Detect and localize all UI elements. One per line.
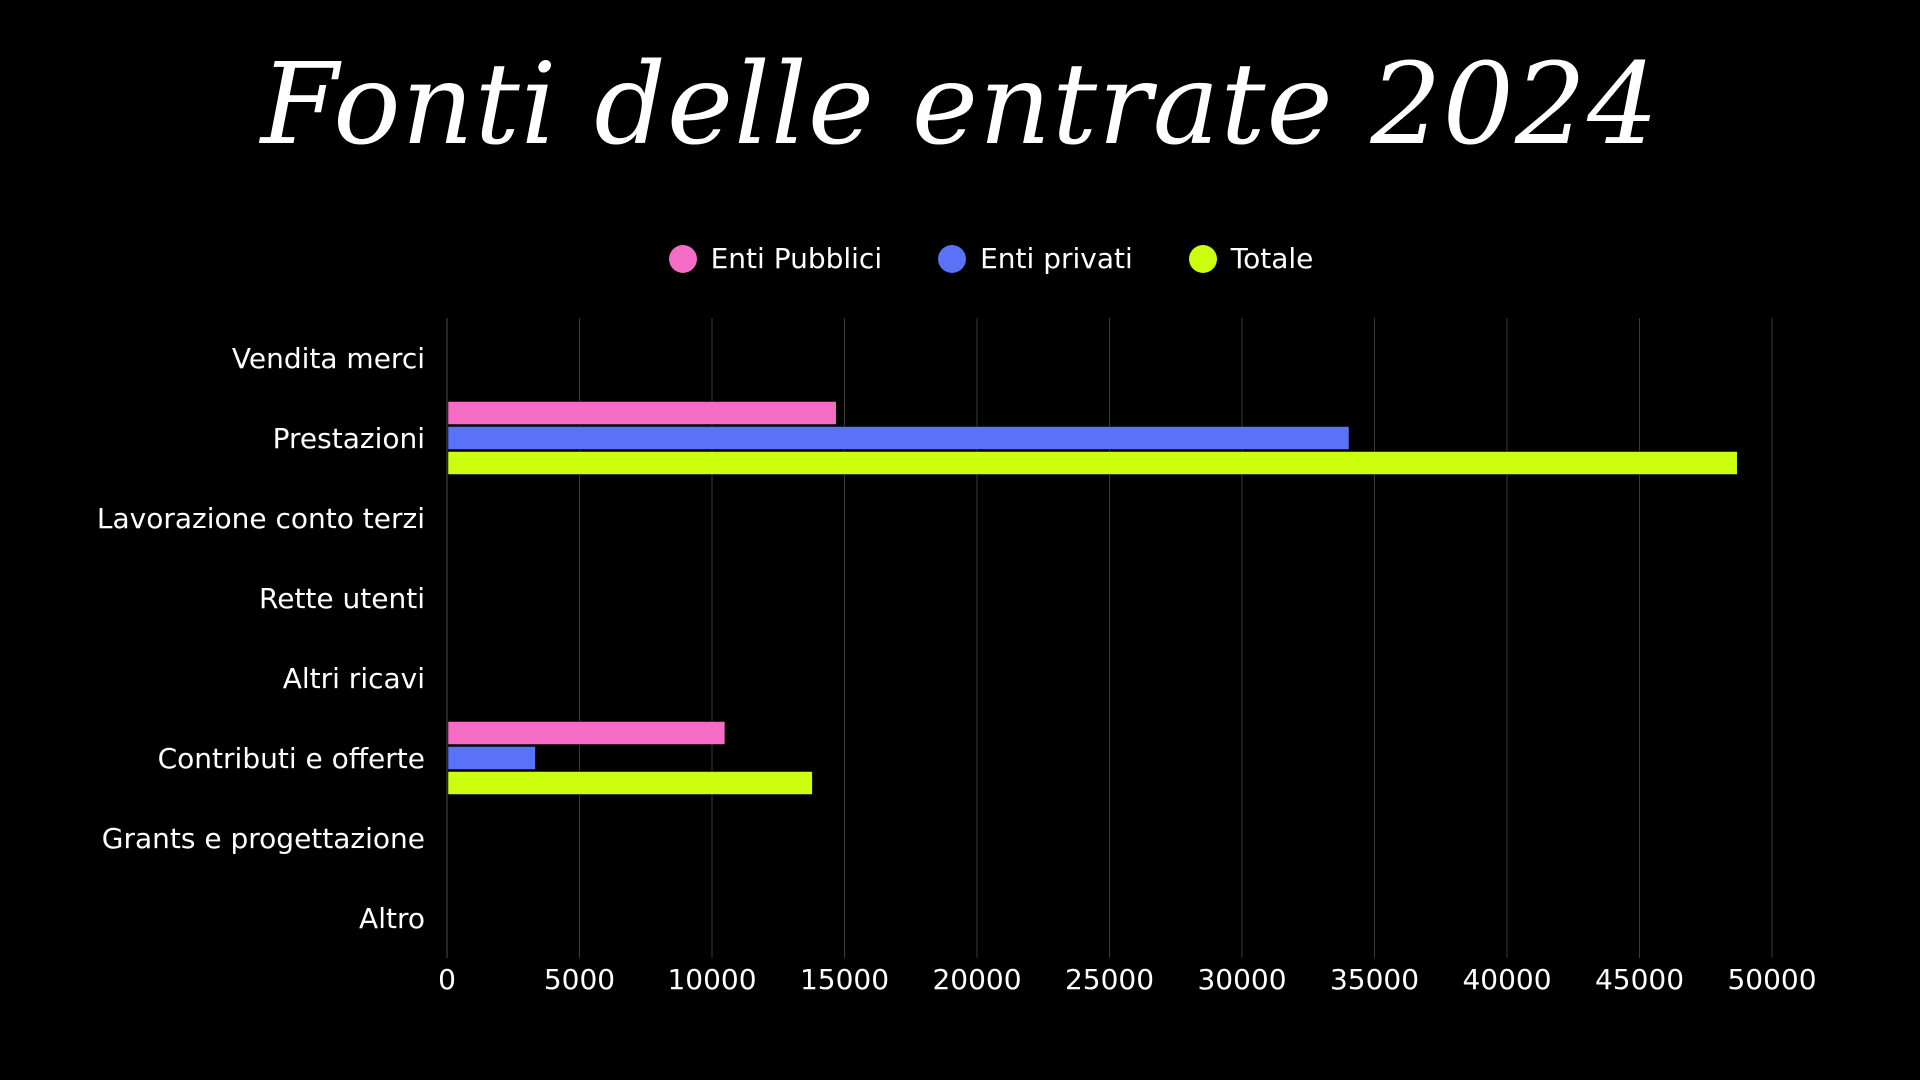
bar-totale	[447, 451, 1738, 475]
y-category-label: Altri ricavi	[283, 662, 425, 695]
x-tick-label: 50000	[1727, 963, 1816, 996]
legend-swatch-enti-pubblici	[668, 244, 697, 273]
x-tick-label: 45000	[1595, 963, 1684, 996]
legend-label-enti-pubblici: Enti Pubblici	[710, 242, 883, 275]
bar-enti-pubblici	[447, 401, 837, 425]
x-tick-label: 10000	[667, 963, 756, 996]
bar-enti-pubblici	[447, 721, 726, 745]
x-tick-label: 20000	[932, 963, 1021, 996]
y-category-label: Lavorazione conto terzi	[97, 502, 425, 535]
bar-enti-privati	[447, 426, 1350, 450]
bar-totale	[447, 771, 813, 795]
legend-label-enti-privati: Enti privati	[980, 242, 1133, 275]
legend-item-totale[interactable]: Totale	[1188, 242, 1314, 275]
y-category-label: Altro	[359, 902, 425, 935]
y-category-label: Contributi e offerte	[158, 742, 425, 775]
legend-swatch-enti-privati	[938, 244, 967, 273]
chart-legend: Enti Pubblici Enti privati Totale	[0, 242, 1920, 275]
x-tick-label: 30000	[1197, 963, 1286, 996]
x-tick-label: 25000	[1065, 963, 1154, 996]
legend-swatch-totale	[1188, 244, 1217, 273]
x-tick-label: 0	[438, 963, 456, 996]
y-category-label: Rette utenti	[259, 582, 425, 615]
y-category-label: Prestazioni	[273, 422, 425, 455]
chart-title: Fonti delle entrate 2024	[260, 40, 1660, 170]
bar-enti-privati	[447, 746, 536, 770]
x-tick-label: 40000	[1462, 963, 1551, 996]
legend-item-enti-privati[interactable]: Enti privati	[938, 242, 1133, 275]
x-tick-label: 35000	[1330, 963, 1419, 996]
legend-item-enti-pubblici[interactable]: Enti Pubblici	[668, 242, 883, 275]
y-category-label: Vendita merci	[232, 342, 425, 375]
y-category-label: Grants e progettazione	[102, 822, 425, 855]
legend-label-totale: Totale	[1230, 242, 1314, 275]
x-tick-label: 5000	[544, 963, 615, 996]
x-tick-label: 15000	[800, 963, 889, 996]
